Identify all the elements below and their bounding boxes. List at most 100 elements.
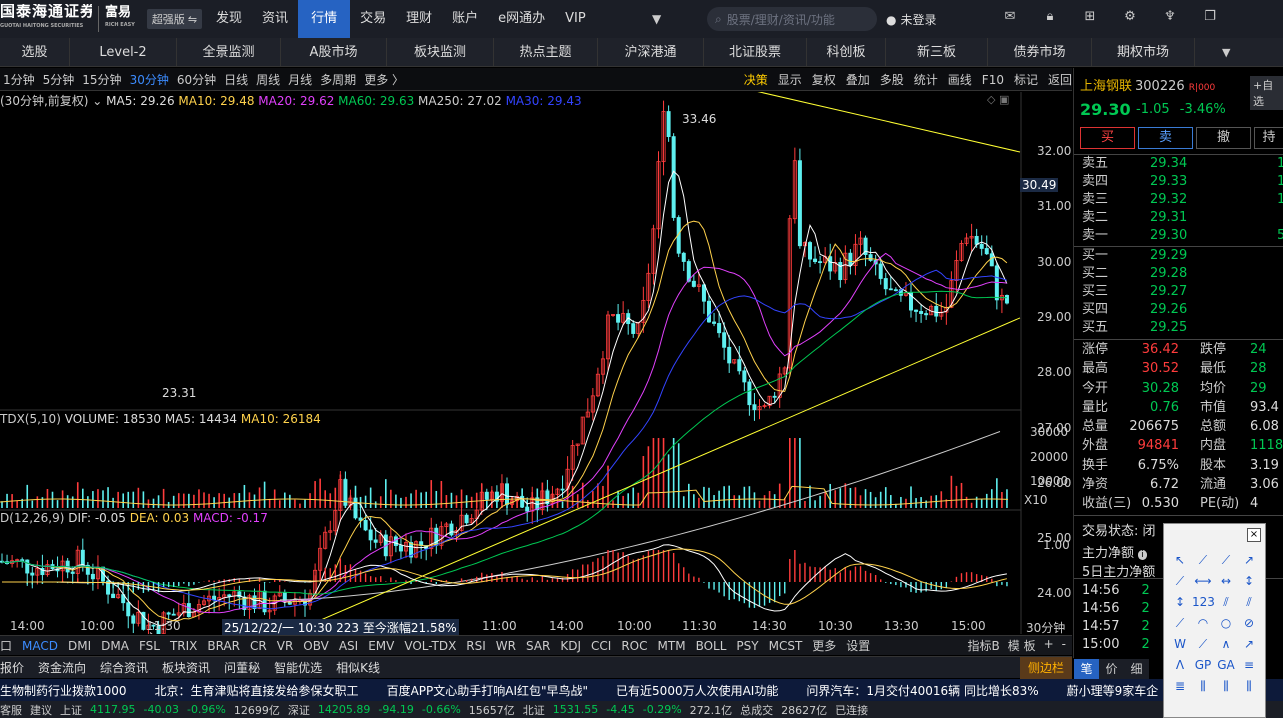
- forbid-icon[interactable]: ⊘: [1243, 616, 1255, 630]
- tab-5[interactable]: 热点主题: [494, 38, 598, 67]
- grid-a-icon[interactable]: ⫼: [1200, 679, 1206, 693]
- order-row[interactable]: 卖一 29.30 5: [1082, 227, 1283, 245]
- order-row[interactable]: 买五 29.25: [1082, 319, 1282, 337]
- up-arrow-icon[interactable]: ↗: [1243, 637, 1255, 651]
- grid-c-icon[interactable]: ⫼: [1246, 679, 1252, 693]
- order-row[interactable]: 买三 29.27: [1082, 283, 1282, 301]
- nav-item-0[interactable]: 发现: [216, 11, 243, 26]
- tool-5[interactable]: 统计: [913, 73, 938, 87]
- status-item[interactable]: 客服: [0, 703, 22, 717]
- grid-icon[interactable]: ⊞: [1084, 9, 1096, 24]
- gann-angle-icon[interactable]: GA: [1217, 658, 1235, 672]
- order-row[interactable]: 卖五 29.34 1: [1082, 155, 1283, 173]
- parallel-icon[interactable]: ⫽: [1246, 595, 1252, 609]
- vline-icon[interactable]: ↕: [1243, 574, 1255, 588]
- triangle-icon[interactable]: ᐱ: [1175, 658, 1185, 672]
- tick-tab-1[interactable]: 价: [1099, 659, 1124, 679]
- wave-icon[interactable]: W: [1174, 637, 1186, 651]
- shirt-icon[interactable]: ♆: [1164, 9, 1176, 24]
- arrow-icon[interactable]: ↗: [1243, 553, 1255, 567]
- tab-11[interactable]: 期权市场: [1092, 38, 1195, 67]
- news-item[interactable]: 生物制药行业拨款1000: [0, 683, 127, 698]
- period-8[interactable]: 多周期: [320, 72, 357, 87]
- tool-1[interactable]: 显示: [777, 73, 802, 87]
- indicator-tab-2[interactable]: DMI: [68, 638, 92, 653]
- period-9[interactable]: 更多 〉: [364, 72, 405, 87]
- bottom-tab-5[interactable]: 智能优选: [274, 661, 323, 675]
- window-icon[interactable]: ❐: [1204, 9, 1216, 24]
- peak-icon[interactable]: ∧: [1221, 637, 1231, 651]
- tool-0[interactable]: 决策: [743, 73, 768, 87]
- nav-item-7[interactable]: VIP: [565, 11, 586, 26]
- period-4[interactable]: 60分钟: [176, 72, 217, 87]
- tab-7[interactable]: 北证股票: [704, 38, 807, 67]
- sell-button[interactable]: 卖: [1138, 127, 1193, 149]
- tab-4[interactable]: 板块监测: [387, 38, 494, 67]
- nav-item-1[interactable]: 资讯: [262, 11, 289, 26]
- tick-tab-0[interactable]: 笔: [1074, 659, 1099, 679]
- indicator-tool-3[interactable]: -: [1061, 637, 1066, 651]
- tab-10[interactable]: 债券市场: [988, 38, 1092, 67]
- indicator-tab-15[interactable]: SAR: [526, 638, 551, 653]
- ray-icon[interactable]: ⟋: [1221, 553, 1231, 567]
- circle-icon[interactable]: ○: [1220, 616, 1232, 630]
- indicator-tab-1[interactable]: MACD: [22, 638, 58, 653]
- indicator-tab-7[interactable]: CR: [250, 638, 267, 653]
- gann-price-icon[interactable]: GP: [1194, 658, 1212, 672]
- buy-button[interactable]: 买: [1080, 127, 1135, 149]
- indicator-tab-9[interactable]: OBV: [303, 638, 329, 653]
- tool-8[interactable]: 标记: [1013, 73, 1038, 87]
- news-item[interactable]: 问界汽车：1月交付40016辆 同比增长83%: [806, 683, 1039, 698]
- bottom-tab-2[interactable]: 综合资讯: [100, 661, 149, 675]
- period-5[interactable]: 日线: [224, 72, 249, 87]
- nav-item-3[interactable]: 交易: [360, 11, 387, 26]
- indicator-tool-0[interactable]: 指标B: [967, 639, 1000, 653]
- order-row[interactable]: 卖二 29.31: [1082, 209, 1282, 227]
- info-icon[interactable]: i: [1138, 550, 1147, 560]
- tab-6[interactable]: 沪深港通: [598, 38, 704, 67]
- nav-item-6[interactable]: e网通办: [498, 11, 546, 26]
- trend-icon[interactable]: ⟋: [1175, 616, 1185, 630]
- arc-icon[interactable]: ◠: [1197, 616, 1209, 630]
- indicator-tab-19[interactable]: MTM: [657, 638, 686, 653]
- indicator-tab-6[interactable]: BRAR: [207, 638, 241, 653]
- bottom-tab-3[interactable]: 板块资讯: [162, 661, 211, 675]
- indicator-tab-24[interactable]: 设置: [846, 639, 871, 653]
- indicator-tool-2[interactable]: +: [1043, 637, 1054, 651]
- tool-3[interactable]: 叠加: [845, 73, 870, 87]
- bottom-tab-1[interactable]: 资金流向: [38, 661, 87, 675]
- status-item[interactable]: 建议: [30, 703, 52, 717]
- nav-more-icon[interactable]: ▼: [652, 12, 662, 26]
- indicator-tab-14[interactable]: WR: [495, 638, 516, 653]
- status-item[interactable]: 已连接: [835, 703, 869, 717]
- tab-8[interactable]: 科创板: [807, 38, 886, 67]
- period-1[interactable]: 5分钟: [42, 72, 75, 87]
- indicator-tab-8[interactable]: VR: [276, 638, 294, 653]
- ma-dropdown-icon[interactable]: ⌄: [92, 94, 103, 108]
- indicator-tool-1[interactable]: 模 板: [1007, 639, 1036, 653]
- tab-3[interactable]: A股市场: [281, 38, 387, 67]
- order-row[interactable]: 卖四 29.33 1: [1082, 173, 1283, 191]
- hline-icon[interactable]: ⟷: [1194, 574, 1212, 588]
- indicator-tab-10[interactable]: ASI: [338, 638, 359, 653]
- indicator-tab-0[interactable]: 口: [0, 639, 13, 653]
- indicator-tab-11[interactable]: EMV: [368, 638, 395, 653]
- tab-2[interactable]: 全景监测: [177, 38, 281, 67]
- lock-icon[interactable]: 🔒︎: [1046, 9, 1054, 24]
- search-input[interactable]: ⌕ 股票/理财/资讯/功能: [707, 7, 877, 31]
- indicator-tab-22[interactable]: MCST: [768, 638, 803, 653]
- indicator-tab-5[interactable]: TRIX: [169, 638, 198, 653]
- gear-icon[interactable]: ⚙: [1124, 9, 1136, 24]
- tab-9[interactable]: 新三板: [886, 38, 988, 67]
- wave-count-icon[interactable]: 123: [1192, 595, 1215, 609]
- news-item[interactable]: 蔚小理等9家车企: [1066, 683, 1159, 698]
- bottom-tab-4[interactable]: 问董秘: [224, 661, 261, 675]
- period-0[interactable]: 1分钟: [3, 72, 35, 87]
- indicator-tab-12[interactable]: VOL-TDX: [404, 638, 457, 653]
- add-watchlist-button[interactable]: +自选: [1250, 76, 1283, 110]
- nav-item-5[interactable]: 账户: [452, 11, 479, 26]
- line-icon[interactable]: ⟋: [1198, 553, 1208, 567]
- nav-item-2[interactable]: 行情: [298, 0, 351, 38]
- sidebar-button[interactable]: 侧边栏: [1019, 657, 1072, 679]
- position-button[interactable]: 持: [1254, 127, 1283, 149]
